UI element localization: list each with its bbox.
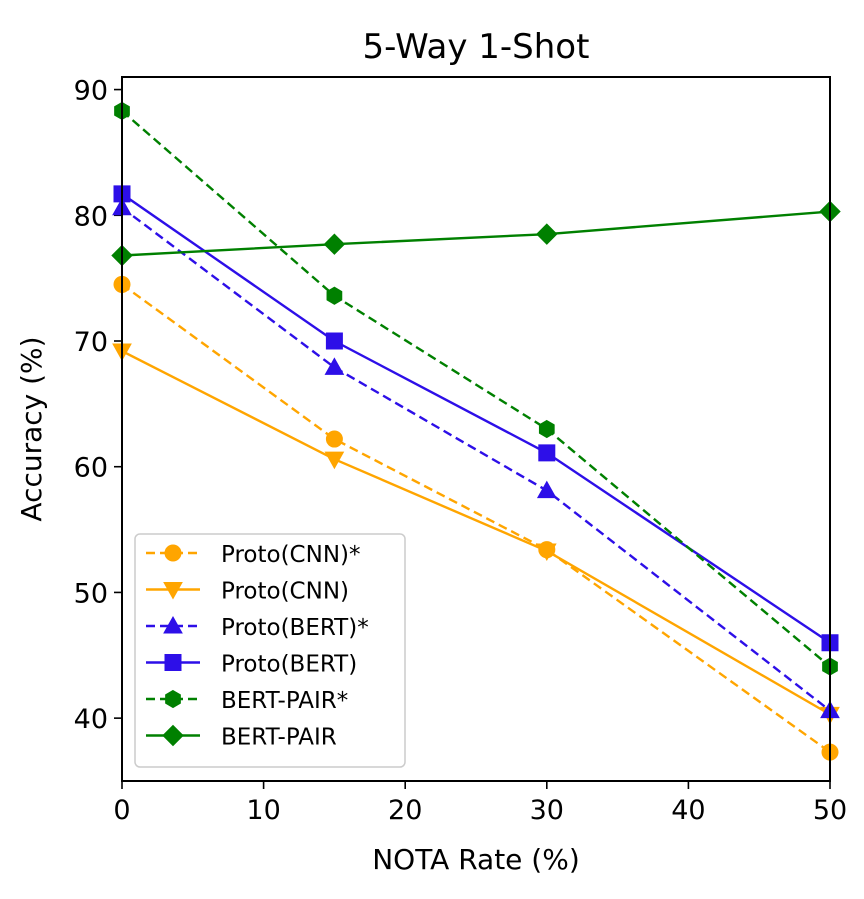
y-tick-label: 80 xyxy=(74,201,108,232)
x-tick-label: 50 xyxy=(813,795,847,826)
data-point xyxy=(324,451,345,470)
data-point xyxy=(538,444,556,462)
legend-marker xyxy=(164,654,182,671)
axis-ticks: 0 10 20 30 40 50 40 50 60 70 80 90 xyxy=(74,76,848,826)
y-tick-label: 40 xyxy=(74,704,108,735)
legend-item: Proto(CNN) xyxy=(146,579,349,605)
legend-item: Proto(BERT)* xyxy=(146,615,369,641)
data-point xyxy=(536,543,557,561)
series-line xyxy=(121,210,831,257)
x-tick-label: 20 xyxy=(388,795,422,826)
series-layer xyxy=(111,101,841,761)
legend-label: Proto(CNN)* xyxy=(221,542,361,568)
legend-label: BERT-PAIR* xyxy=(221,688,348,714)
legend-box xyxy=(134,533,406,768)
x-tick-label: 40 xyxy=(671,795,705,826)
data-point xyxy=(326,286,343,305)
data-point xyxy=(538,419,555,439)
y-tick-label: 50 xyxy=(74,578,108,609)
series-line xyxy=(121,110,831,668)
y-axis-label: Accuracy (%) xyxy=(15,336,48,521)
legend-label: Proto(BERT) xyxy=(221,652,357,678)
data-point xyxy=(536,223,558,245)
legend-marker xyxy=(163,615,183,634)
legend-marker xyxy=(165,689,181,709)
data-point xyxy=(324,357,345,375)
legend: Proto(CNN)* Proto(CNN) Proto(BERT)* Proto(B… xyxy=(134,533,406,768)
series-5 xyxy=(111,200,841,267)
series-line xyxy=(121,349,831,716)
data-point xyxy=(325,332,343,350)
data-point xyxy=(323,233,346,255)
x-tick-label: 30 xyxy=(530,795,564,826)
legend-label: Proto(CNN) xyxy=(221,579,349,605)
legend-item: BERT-PAIR* xyxy=(146,688,348,714)
legend-item: BERT-PAIR xyxy=(146,725,337,751)
plot-frame xyxy=(121,76,831,782)
legend-item: Proto(BERT) xyxy=(146,652,357,678)
chart-title: 5-Way 1-Shot xyxy=(363,27,590,67)
x-tick-label: 0 xyxy=(113,795,130,826)
y-tick-label: 60 xyxy=(74,453,108,484)
legend-marker xyxy=(163,582,183,600)
legend-label: Proto(BERT)* xyxy=(221,615,369,641)
x-tick-label: 10 xyxy=(246,795,280,826)
y-tick-label: 70 xyxy=(74,327,108,358)
series-line xyxy=(121,283,831,754)
legend-marker xyxy=(164,544,182,562)
x-axis-label: NOTA Rate (%) xyxy=(372,843,580,876)
legend-label: BERT-PAIR xyxy=(221,725,337,751)
legend-item: Proto(CNN)* xyxy=(146,542,361,568)
data-point xyxy=(536,480,557,499)
data-point xyxy=(325,430,343,448)
y-tick-label: 90 xyxy=(74,76,108,107)
legend-marker xyxy=(162,724,184,747)
series-line xyxy=(121,206,831,712)
